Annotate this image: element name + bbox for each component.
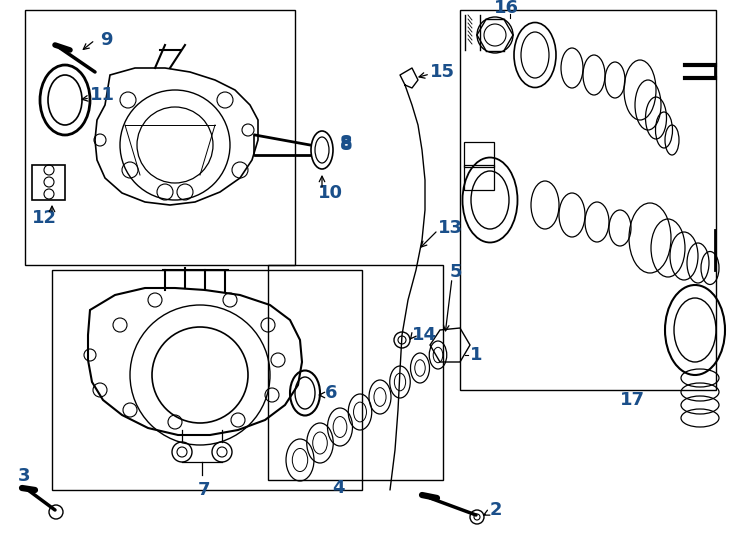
Bar	[268, 265, 443, 480]
Text: 12: 12	[32, 209, 57, 227]
Text: 11: 11	[90, 86, 115, 104]
Bar	[52, 270, 362, 490]
Text: 13: 13	[438, 219, 463, 237]
Text: 3: 3	[18, 467, 31, 485]
Text: 16: 16	[494, 0, 519, 17]
Bar	[25, 10, 295, 265]
Text: 17: 17	[620, 391, 645, 409]
Text: 6: 6	[325, 384, 338, 402]
Text: 14: 14	[412, 326, 437, 344]
Text: 1: 1	[470, 346, 482, 364]
Text: 2: 2	[490, 501, 503, 519]
Text: 10: 10	[318, 184, 343, 202]
Text: 8: 8	[340, 134, 352, 152]
Text: 9: 9	[100, 31, 112, 49]
Text: 4: 4	[332, 479, 344, 497]
Text: 7: 7	[198, 481, 211, 499]
Text: 15: 15	[430, 63, 455, 81]
Text: 8: 8	[340, 136, 352, 154]
Text: 5: 5	[450, 263, 462, 281]
